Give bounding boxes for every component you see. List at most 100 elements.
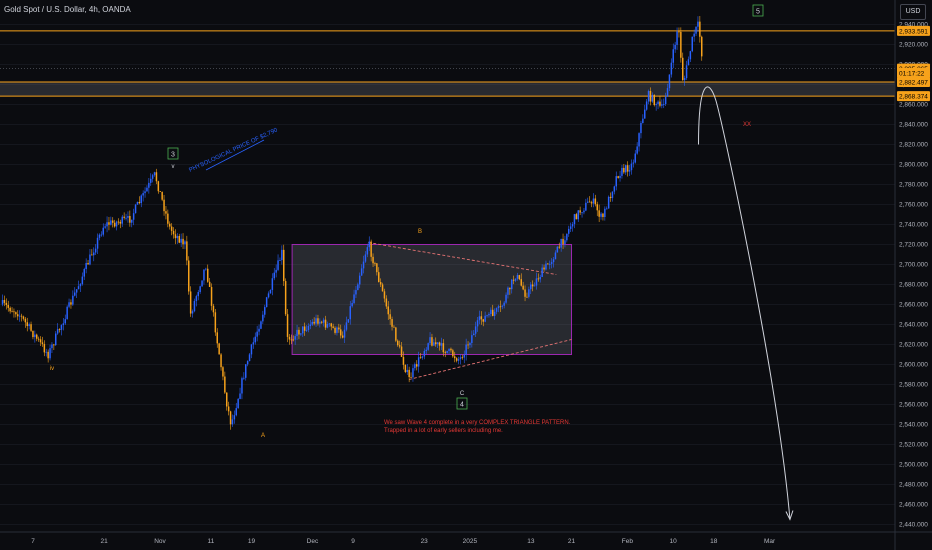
time-axis[interactable]: 7 21 Nov 11 19 Dec 9 23 2025 13 21 Feb 10 18 Mar [0,531,932,545]
candle-body [324,319,327,328]
candle-body [701,36,703,57]
candle-body [526,296,528,298]
projection-curve [698,86,791,520]
resistance-zone [0,82,895,97]
candle-body [617,176,619,178]
candle-body [157,181,160,192]
candle-body [372,256,374,264]
candle-body [505,294,507,303]
candle-body [431,337,433,346]
candle-body [530,284,532,290]
currency-button[interactable]: USD [900,4,926,20]
candle-body [70,302,72,305]
candle-body [231,419,234,425]
candle-body [611,191,614,198]
candle-body [284,281,287,315]
time-tick-label: 21 [568,538,576,545]
candle-body [569,226,572,229]
candle-body [699,21,701,37]
candle-body [607,196,610,209]
candle-body [167,213,169,224]
candle-body [606,208,608,210]
candles [1,15,703,430]
price-tick-label: 2,540.000 [899,422,928,429]
price-tag-label: 2,882.497 [899,80,928,87]
candle-body [562,238,564,245]
candle-body [150,178,152,183]
candle-body [436,342,439,345]
candle-body [419,357,422,359]
chart-title: Gold Spot / U.S. Dollar, 4h, OANDA [4,5,131,14]
candle-body [691,36,693,52]
candle-body [117,221,120,223]
candle-body [465,344,467,355]
candle-body [138,201,141,204]
candle-body [115,221,118,227]
candle-body [666,88,669,97]
candle-body [146,187,148,192]
candle-body [305,329,308,331]
candle-body [493,311,496,316]
candle-body [53,344,55,346]
candle-body [609,196,612,198]
svg-text:4: 4 [460,402,464,409]
candle-body [58,329,61,330]
candle-body [480,316,483,320]
candle-body [326,323,329,328]
candle-body [545,263,547,270]
candle-body [632,162,635,164]
candle-body [463,354,465,358]
candle-body [587,201,589,203]
note-line-2: Trapped in a lot of early sellers includ… [384,428,503,434]
candle-body [271,278,274,290]
candle-body [379,282,382,285]
candle-body [298,329,300,335]
candle-body [590,202,593,204]
candle-body [556,246,559,253]
candle-body [387,306,389,315]
candle-body [60,325,63,330]
time-tick-label: 7 [31,538,35,545]
candle-body [452,350,454,357]
candle-body [507,287,509,295]
candle-body [296,329,298,337]
candle-body [239,393,241,399]
candle-body [351,303,353,307]
candle-body [429,337,431,344]
candle-body [454,356,456,359]
candle-body [193,300,196,312]
candle-body [478,316,481,321]
wave-label-c: C [460,391,465,397]
candle-body [132,213,135,220]
candle-body [661,104,663,106]
candle-body [246,361,249,365]
candle-body [520,279,522,286]
candle-body [697,21,699,27]
candle-body [560,238,562,248]
candle-body [444,352,446,354]
candle-body [647,91,650,102]
candle-body [366,247,369,255]
candle-body [573,214,576,225]
candle-body [596,204,598,211]
candle-body [522,285,524,290]
candle-body [172,230,175,235]
price-tick-label: 2,760.000 [899,202,928,209]
candle-body [414,364,416,369]
wave-box-5: 5 [752,4,764,17]
price-tag [897,91,930,102]
time-tick-label: 13 [527,538,535,545]
candle-body [275,269,277,273]
candle-body [564,240,566,245]
candle-body [328,323,331,325]
candle-body [421,356,424,358]
candle-body [151,175,154,179]
candle-body [683,78,686,81]
candle-body [49,348,51,359]
price-tags: 2,933.5912,895.86501:17:222,882.4972,868… [897,25,930,102]
candle-body [119,221,122,224]
candle-body [482,319,484,322]
candle-body [347,319,350,323]
candle-body [22,316,25,319]
